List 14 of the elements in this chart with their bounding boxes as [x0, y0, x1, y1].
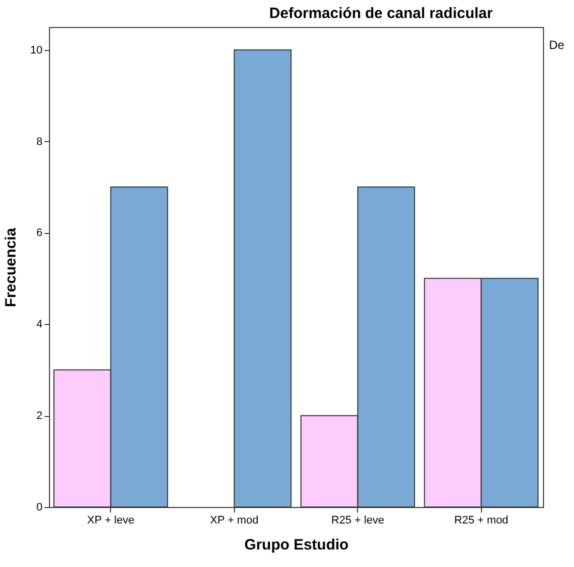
y-tick-label: 4 [36, 318, 42, 331]
x-tick-label: XP + mod [210, 514, 258, 526]
y-tick-label: 2 [36, 410, 42, 422]
y-axis-title: Frecuencia [2, 227, 20, 308]
x-tick-label: R25 + mod [454, 514, 508, 526]
text: De [549, 38, 565, 52]
x-axis-title: Grupo Estudio [244, 536, 349, 554]
chart-title: Deformación de canal radicular [269, 5, 493, 22]
y-tick-label: 8 [36, 136, 42, 148]
y-tick-label: 10 [30, 44, 42, 56]
y-tick-label: 0 [36, 502, 42, 514]
x-tick-label: R25 + leve [331, 514, 384, 526]
y-tick-label: 6 [36, 227, 42, 240]
x-tick-label: XP + leve [87, 514, 134, 526]
